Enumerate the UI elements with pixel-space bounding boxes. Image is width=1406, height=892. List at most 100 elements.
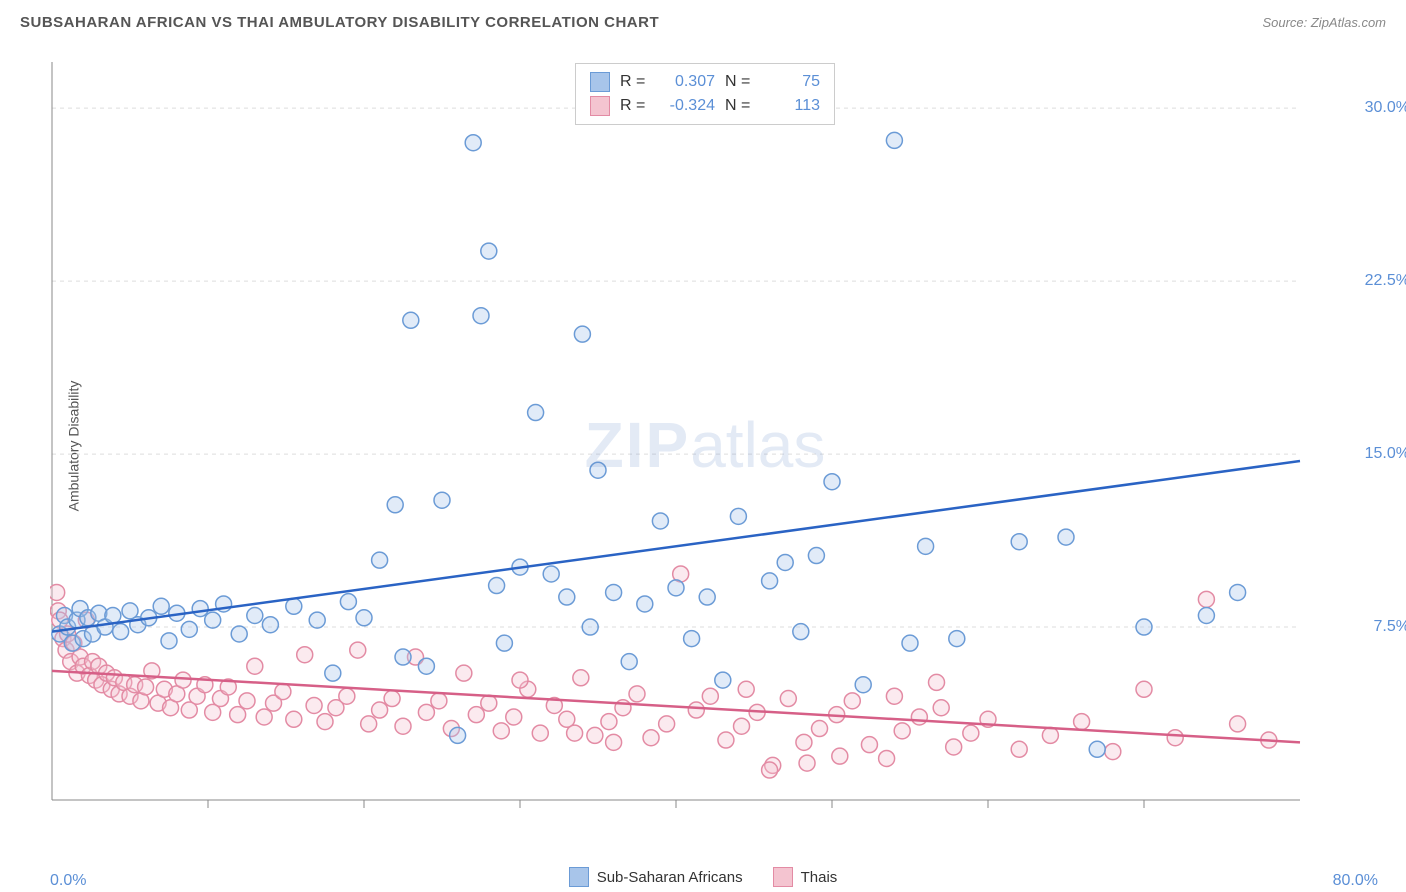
scatter-point bbox=[105, 608, 121, 624]
scatter-point bbox=[902, 635, 918, 651]
scatter-point bbox=[175, 672, 191, 688]
scatter-point bbox=[356, 610, 372, 626]
legend-swatch bbox=[569, 867, 589, 887]
chart-header: SUBSAHARAN AFRICAN VS THAI AMBULATORY DI… bbox=[0, 0, 1406, 44]
scatter-point bbox=[777, 554, 793, 570]
scatter-point bbox=[247, 658, 263, 674]
scatter-point bbox=[606, 734, 622, 750]
scatter-point bbox=[361, 716, 377, 732]
source-attribution: Source: ZipAtlas.com bbox=[1262, 15, 1386, 30]
stats-n-label: N = bbox=[725, 73, 755, 91]
legend-swatch bbox=[590, 72, 610, 92]
scatter-point bbox=[431, 693, 447, 709]
scatter-point bbox=[1198, 591, 1214, 607]
scatter-point bbox=[886, 132, 902, 148]
scatter-point bbox=[113, 624, 129, 640]
scatter-point bbox=[1230, 584, 1246, 600]
scatter-point bbox=[306, 697, 322, 713]
scatter-point bbox=[153, 598, 169, 614]
scatter-point bbox=[911, 709, 927, 725]
legend-label: Thais bbox=[801, 869, 838, 886]
scatter-point bbox=[50, 584, 65, 600]
scatter-point bbox=[573, 670, 589, 686]
scatter-point bbox=[855, 677, 871, 693]
scatter-point bbox=[350, 642, 366, 658]
stats-r-label: R = bbox=[620, 73, 650, 91]
scatter-point bbox=[138, 679, 154, 695]
legend-swatch bbox=[773, 867, 793, 887]
scatter-point bbox=[799, 755, 815, 771]
scatter-point bbox=[886, 688, 902, 704]
scatter-point bbox=[418, 658, 434, 674]
scatter-point bbox=[372, 702, 388, 718]
scatter-point bbox=[1167, 730, 1183, 746]
scatter-point bbox=[297, 647, 313, 663]
scatter-point bbox=[456, 665, 472, 681]
scatter-point bbox=[762, 573, 778, 589]
scatter-point bbox=[929, 674, 945, 690]
scatter-point bbox=[590, 462, 606, 478]
scatter-point bbox=[543, 566, 559, 582]
legend-label: Sub-Saharan Africans bbox=[597, 869, 743, 886]
scatter-point bbox=[493, 723, 509, 739]
scatter-point bbox=[918, 538, 934, 554]
scatter-point bbox=[468, 707, 484, 723]
scatter-point bbox=[762, 762, 778, 778]
scatter-point bbox=[1230, 716, 1246, 732]
scatter-point bbox=[496, 635, 512, 651]
stats-r-value: -0.324 bbox=[660, 97, 715, 115]
scatter-point bbox=[181, 621, 197, 637]
scatter-point bbox=[715, 672, 731, 688]
scatter-point bbox=[894, 723, 910, 739]
scatter-point bbox=[659, 716, 675, 732]
scatter-point bbox=[668, 580, 684, 596]
scatter-point bbox=[403, 312, 419, 328]
scatter-point bbox=[528, 405, 544, 421]
scatter-point bbox=[793, 624, 809, 640]
scatter-point bbox=[796, 734, 812, 750]
scatter-point bbox=[684, 631, 700, 647]
scatter-point bbox=[161, 633, 177, 649]
scatter-point bbox=[946, 739, 962, 755]
scatter-point bbox=[812, 721, 828, 737]
scatter-point bbox=[256, 709, 272, 725]
scatter-point bbox=[489, 578, 505, 594]
scatter-point bbox=[621, 654, 637, 670]
scatter-point bbox=[395, 649, 411, 665]
scatter-point bbox=[637, 596, 653, 612]
scatter-point bbox=[808, 548, 824, 564]
scatter-point bbox=[231, 626, 247, 642]
bottom-legend: Sub-Saharan Africans Thais bbox=[0, 862, 1406, 892]
scatter-point bbox=[1105, 744, 1121, 760]
scatter-point bbox=[879, 750, 895, 766]
scatter-point bbox=[1074, 714, 1090, 730]
scatter-point bbox=[247, 608, 263, 624]
plot-area: ZIPatlas R =0.307N =75R =-0.324N =113 7.… bbox=[50, 60, 1360, 830]
trend-line bbox=[52, 461, 1300, 632]
scatter-point bbox=[384, 691, 400, 707]
scatter-point bbox=[481, 243, 497, 259]
scatter-point bbox=[652, 513, 668, 529]
scatter-point bbox=[506, 709, 522, 725]
scatter-point bbox=[325, 665, 341, 681]
scatter-point bbox=[1136, 619, 1152, 635]
scatter-point bbox=[239, 693, 255, 709]
scatter-point bbox=[387, 497, 403, 513]
scatter-point bbox=[643, 730, 659, 746]
scatter-point bbox=[286, 598, 302, 614]
legend-item: Thais bbox=[773, 867, 838, 887]
scatter-point bbox=[317, 714, 333, 730]
scatter-point bbox=[1042, 727, 1058, 743]
stats-legend-row: R =-0.324N =113 bbox=[590, 94, 820, 118]
legend-item: Sub-Saharan Africans bbox=[569, 867, 743, 887]
scatter-point bbox=[340, 594, 356, 610]
scatter-point bbox=[718, 732, 734, 748]
scatter-point bbox=[861, 737, 877, 753]
scatter-point bbox=[730, 508, 746, 524]
scatter-point bbox=[1011, 741, 1027, 757]
scatter-point bbox=[824, 474, 840, 490]
y-tick-label: 30.0% bbox=[1365, 99, 1406, 117]
scatter-point bbox=[606, 584, 622, 600]
scatter-point bbox=[832, 748, 848, 764]
stats-r-label: R = bbox=[620, 97, 650, 115]
